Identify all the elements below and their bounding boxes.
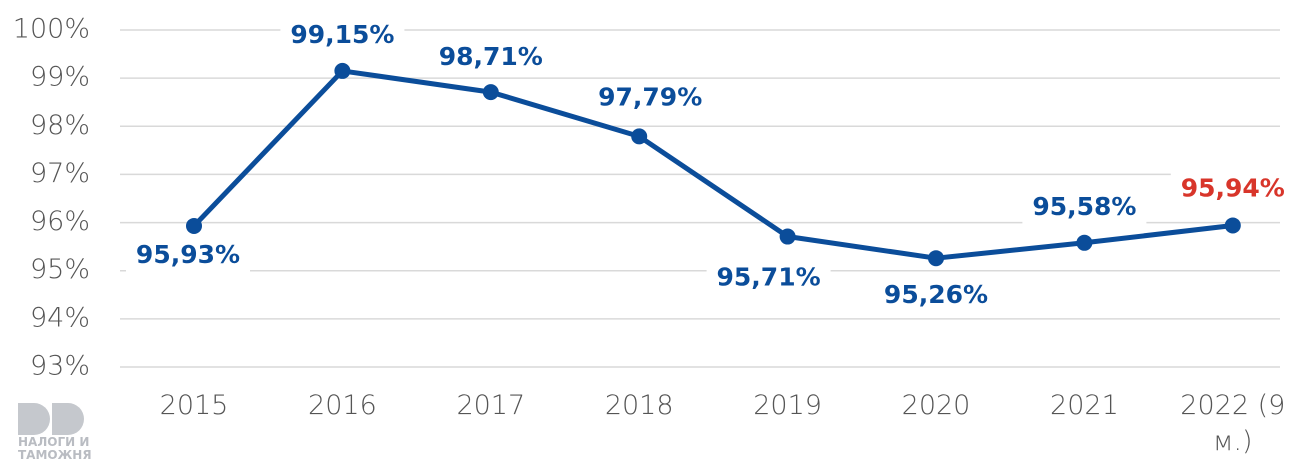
- label-bg: [874, 277, 998, 316]
- x-tick-label: 2022 (9 м.): [1180, 390, 1286, 457]
- data-label: 99,15%: [290, 20, 394, 49]
- data-label: 95,26%: [884, 280, 988, 309]
- y-tick-label: 93%: [30, 351, 90, 382]
- data-label: 97,79%: [598, 82, 702, 111]
- x-tick-label: 2021: [1050, 390, 1119, 421]
- label-bg: [1170, 170, 1295, 209]
- x-tick-label: 2020: [901, 390, 971, 421]
- label-bg: [280, 16, 405, 55]
- data-label: 98,71%: [439, 42, 543, 71]
- data-label: 95,93%: [136, 240, 240, 269]
- label-bg: [706, 259, 831, 298]
- line: [192, 68, 1234, 261]
- y-tick-label: 96%: [30, 206, 90, 237]
- logo-text: НАЛОГИ И ТАМОЖНЯ: [18, 435, 92, 460]
- x-tick-label: 2017: [456, 390, 526, 421]
- x-tick-label: 2019: [753, 390, 822, 421]
- label-bg: [428, 39, 553, 78]
- point: [1076, 234, 1093, 251]
- x-tick-label: 2015: [159, 390, 229, 421]
- y-tick-label: 95%: [30, 254, 90, 285]
- y-tick-label: 100%: [13, 14, 90, 45]
- point: [631, 128, 648, 145]
- point: [186, 217, 202, 234]
- label-bg: [1022, 188, 1147, 227]
- point: [928, 250, 944, 267]
- data-label: 95,71%: [717, 263, 821, 292]
- point: [482, 84, 499, 101]
- point: [334, 62, 351, 79]
- x-tick-label: 2016: [308, 390, 377, 421]
- y-tick-label: 99%: [30, 62, 90, 93]
- y-tick-label: 94%: [30, 302, 90, 333]
- point: [1224, 217, 1241, 234]
- label-bg: [126, 236, 250, 275]
- logo-icon: [18, 403, 84, 435]
- data-label: 95,94%: [1181, 173, 1285, 202]
- y-tick-label: 97%: [30, 158, 90, 189]
- data-label: 95,58%: [1032, 192, 1136, 221]
- y-tick-label: 98%: [30, 110, 90, 141]
- point: [779, 228, 796, 245]
- x-tick-label: 2018: [604, 390, 674, 421]
- label-bg: [588, 79, 713, 118]
